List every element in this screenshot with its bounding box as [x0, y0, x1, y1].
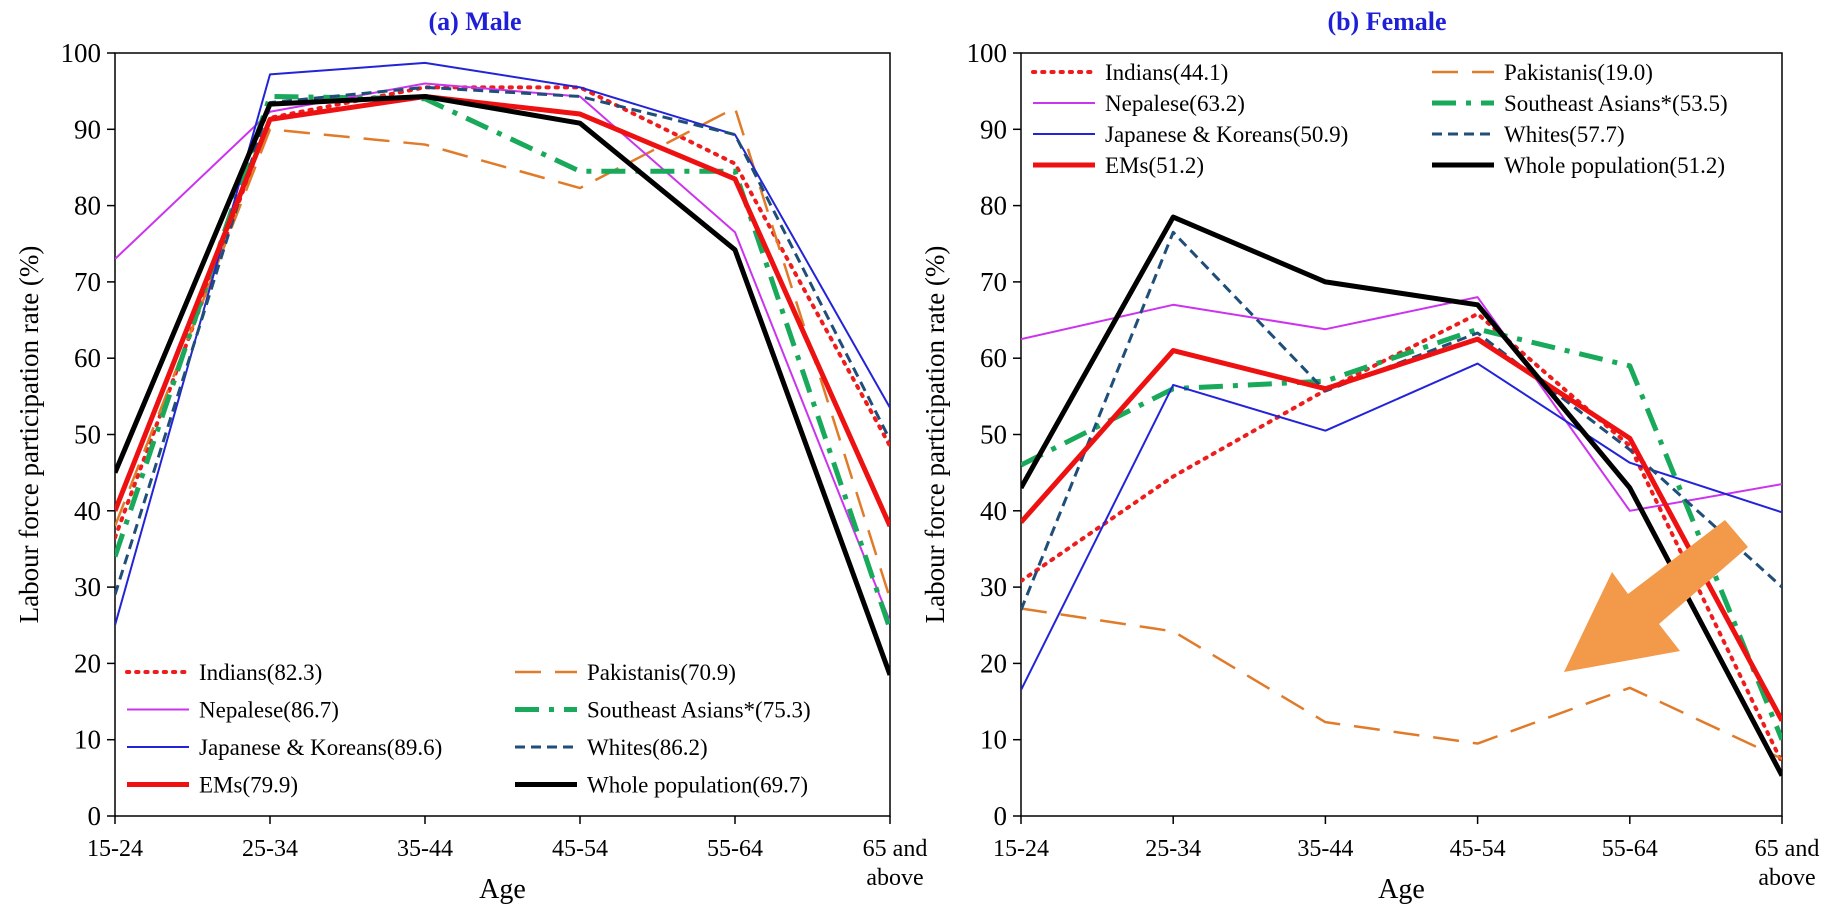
legend-label-nepalese: Nepalese(86.7) — [199, 698, 339, 723]
legend-label-japanese-koreans: Japanese & Koreans(50.9) — [1105, 122, 1348, 147]
y-tick-label: 20 — [74, 648, 101, 678]
legend-label-ems: EMs(79.9) — [199, 773, 298, 798]
x-tick-label: 25-34 — [1145, 836, 1201, 862]
y-tick-label: 70 — [980, 267, 1007, 297]
series-line-pakistanis — [115, 106, 890, 599]
series-line-ems — [1021, 336, 1782, 722]
legend-label-southeast-asians: Southeast Asians*(53.5) — [1504, 91, 1728, 116]
x-tick-label: 45-54 — [552, 836, 608, 862]
legend-label-whites: Whites(86.2) — [587, 735, 708, 760]
x-axis-title: Age — [479, 874, 526, 904]
y-tick-label: 100 — [61, 38, 102, 68]
x-tick-label: 55-64 — [1602, 836, 1658, 862]
y-tick-label: 50 — [74, 420, 101, 450]
x-tick-label: 35-44 — [1297, 836, 1353, 862]
series-line-pakistanis — [1021, 607, 1782, 760]
y-tick-label: 0 — [88, 801, 102, 831]
legend-label-whole-population: Whole population(69.7) — [587, 773, 808, 798]
series-group — [1021, 214, 1782, 777]
y-axis-title: Labour force participation rate (%) — [14, 246, 44, 624]
legend-label-indians: Indians(82.3) — [199, 660, 322, 685]
chart-panel-female: (b) Female 0 10 20 30 40 50 60 70 80 90 100 15-24 25-… — [920, 7, 1819, 904]
x-axis-title: Age — [1378, 874, 1425, 904]
y-tick-label: 80 — [980, 191, 1007, 221]
series-line-whole-population — [1021, 214, 1782, 777]
legend-label-nepalese: Nepalese(63.2) — [1105, 91, 1245, 116]
series-line-southeast-asians — [115, 93, 890, 630]
legend-label-pakistanis: Pakistanis(70.9) — [587, 660, 736, 685]
y-tick-label: 10 — [980, 725, 1007, 755]
legend-label-whole-population: Whole population(51.2) — [1504, 153, 1725, 178]
legend-label-southeast-asians: Southeast Asians*(75.3) — [587, 698, 811, 723]
chart-title: (b) Female — [1327, 7, 1446, 36]
x-tick-label: 45-54 — [1450, 836, 1506, 862]
x-tick-label: 15-24 — [87, 836, 143, 862]
legend-label-whites: Whites(57.7) — [1504, 122, 1625, 147]
y-tick-label: 40 — [74, 496, 101, 526]
y-tick-label: 70 — [74, 267, 101, 297]
x-tick-label: 65 and above — [1755, 836, 1820, 891]
legend-label-indians: Indians(44.1) — [1105, 60, 1228, 85]
series-line-whites — [115, 85, 890, 596]
legend-label-ems: EMs(51.2) — [1105, 153, 1204, 178]
legend-label-pakistanis: Pakistanis(19.0) — [1504, 60, 1653, 85]
x-tick-label: 15-24 — [993, 836, 1049, 862]
y-tick-label: 30 — [74, 572, 101, 602]
series-line-ems — [115, 93, 890, 528]
y-tick-label: 0 — [994, 801, 1008, 831]
y-tick-label: 90 — [980, 114, 1007, 144]
y-tick-label: 60 — [74, 343, 101, 373]
series-line-southeast-asians — [1021, 326, 1782, 741]
x-tick-label: 25-34 — [242, 836, 298, 862]
y-tick-label: 10 — [74, 725, 101, 755]
chart-panel-male: (a) Male 0 10 20 30 40 50 60 70 80 90 100 15-24 25-34… — [14, 7, 927, 904]
y-tick-label: 80 — [74, 191, 101, 221]
x-tick-label: 55-64 — [707, 836, 763, 862]
y-tick-label: 90 — [74, 114, 101, 144]
y-axis-title: Labour force participation rate (%) — [920, 246, 950, 624]
x-tick-label: 35-44 — [397, 836, 453, 862]
chart-title: (a) Male — [428, 7, 521, 36]
series-line-nepalese — [115, 82, 890, 622]
y-tick-label: 30 — [980, 572, 1007, 602]
x-tick-label: 65 and above — [863, 836, 928, 891]
series-line-nepalese — [1021, 296, 1782, 512]
y-tick-label: 40 — [980, 496, 1007, 526]
y-tick-label: 50 — [980, 420, 1007, 450]
y-tick-label: 60 — [980, 343, 1007, 373]
y-tick-label: 100 — [967, 38, 1008, 68]
annotation-arrow — [1564, 520, 1748, 672]
y-tick-label: 20 — [980, 648, 1007, 678]
series-line-indians — [1021, 311, 1782, 765]
series-line-indians — [115, 85, 890, 540]
series-line-whole-population — [115, 93, 890, 676]
legend-label-japanese-koreans: Japanese & Koreans(89.6) — [199, 735, 442, 760]
series-group — [115, 61, 890, 676]
